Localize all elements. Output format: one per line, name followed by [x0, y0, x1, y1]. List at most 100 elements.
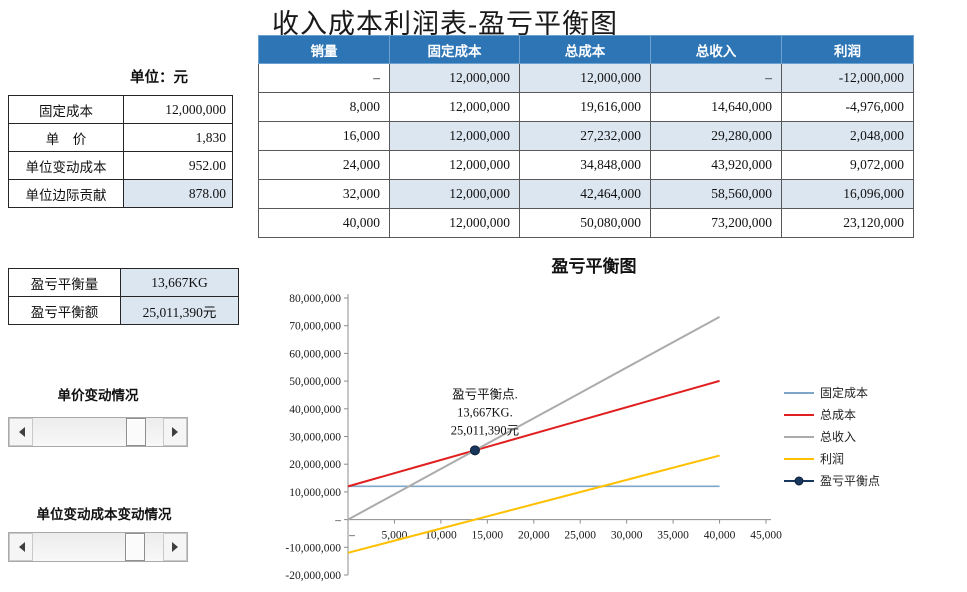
scroll-right-button[interactable] — [163, 533, 187, 561]
series-line-总收入 — [347, 315, 721, 521]
column-header: 固定成本 — [389, 35, 520, 64]
scrollbar-track[interactable] — [33, 533, 163, 561]
table-row: 16,000 12,000,000 27,232,000 29,280,000 2,04… — [258, 121, 914, 151]
legend-label[interactable]: 总收入 — [820, 430, 856, 444]
scrollbar-thumb[interactable] — [126, 418, 146, 446]
breakeven-label: 盈亏平衡量 — [8, 268, 121, 297]
table-row: 40,000 12,000,000 50,080,000 73,200,000 23,1… — [258, 208, 914, 238]
y-axis-tick-label: 30,000,000 — [289, 432, 341, 444]
table-row: –12,000,000 12,000,000– -12,000,000 — [258, 63, 914, 93]
price-scrollbar[interactable] — [8, 417, 188, 447]
chart-title: 盈亏平衡图 — [551, 257, 637, 276]
table-cell: 12,000,000 — [389, 150, 520, 180]
arrow-left-icon — [14, 542, 25, 552]
breakeven-annotation: 盈亏平衡点. — [452, 387, 518, 401]
arrow-right-icon — [171, 542, 183, 552]
param-row: 单 价 1,830 — [8, 123, 233, 152]
param-row: 固定成本 12,000,000 — [8, 95, 233, 124]
table-cell: 73,200,000 — [650, 208, 782, 238]
breakeven-row: 盈亏平衡量 13,667KG — [8, 268, 239, 297]
param-value[interactable]: 878.00 — [123, 179, 233, 208]
table-cell: 34,848,000 — [519, 150, 651, 180]
table-cell: 12,000,000 — [389, 92, 520, 122]
table-cell: 12,000,000 — [519, 63, 651, 93]
table-cell: 24,000 — [258, 150, 390, 180]
y-axis-tick-label: – — [334, 515, 341, 527]
series-line-总成本 — [347, 379, 720, 488]
legend-label[interactable]: 利润 — [820, 452, 844, 466]
table-row: 24,000 12,000,000 34,848,000 43,920,000 9,07… — [258, 150, 914, 180]
x-axis-tick-label: – — [348, 530, 355, 542]
legend-label[interactable]: 总成本 — [820, 408, 856, 422]
table-cell: 32,000 — [258, 179, 390, 209]
breakeven-value: 25,011,390元 — [120, 296, 239, 325]
table-cell: 9,072,000 — [781, 150, 914, 180]
breakeven-chart: 80,000,000 70,000,000 60,000,000 50,000,000… — [285, 293, 880, 582]
table-cell: 19,616,000 — [519, 92, 651, 122]
y-axis-tick-label: 80,000,000 — [289, 293, 341, 305]
breakeven-label: 盈亏平衡额 — [8, 296, 121, 325]
param-value[interactable]: 952.00 — [123, 151, 233, 180]
scroll-left-button[interactable] — [9, 533, 33, 561]
legend-label[interactable]: 盈亏平衡点 — [820, 474, 880, 488]
column-header: 销量 — [258, 35, 390, 64]
x-axis-tick-label: 40,000 — [704, 530, 736, 542]
x-axis-tick-label: 30,000 — [611, 530, 643, 542]
param-label: 单位边际贡献 — [8, 179, 124, 208]
scrollbar-track[interactable] — [33, 418, 163, 446]
breakeven-table: 盈亏平衡量 13,667KG 盈亏平衡额 25,011,390元 — [8, 268, 239, 325]
profit-table: 销量 固定成本 总成本 总收入 利润 –12,000,000 12,000,000– -12… — [258, 35, 914, 238]
table-cell: 12,000,000 — [389, 63, 520, 93]
scroll-right-button[interactable] — [163, 418, 187, 446]
table-row: 32,000 12,000,000 42,464,000 58,560,000 16,0… — [258, 179, 914, 209]
table-cell: 27,232,000 — [519, 121, 651, 151]
x-axis-tick-label: 35,000 — [657, 530, 689, 542]
y-axis-tick-label: 70,000,000 — [289, 321, 341, 333]
column-header: 利润 — [781, 35, 914, 64]
param-label: 单位变动成本 — [8, 151, 124, 180]
cost-scroll-label: 单位变动成本变动情况 — [36, 507, 172, 522]
table-cell: 12,000,000 — [389, 208, 520, 238]
table-cell: 16,096,000 — [781, 179, 914, 209]
y-axis-tick-label: 60,000,000 — [289, 348, 341, 360]
arrow-right-icon — [171, 427, 183, 437]
table-cell: 14,640,000 — [650, 92, 782, 122]
table-cell: 16,000 — [258, 121, 390, 151]
column-header: 总收入 — [650, 35, 782, 64]
scrollbar-thumb[interactable] — [125, 533, 145, 561]
param-label: 固定成本 — [8, 95, 124, 124]
price-scroll-label: 单价变动情况 — [57, 388, 139, 403]
cost-scrollbar[interactable] — [8, 532, 188, 562]
table-cell: 8,000 — [258, 92, 390, 122]
table-cell: 12,000,000 — [389, 179, 520, 209]
scroll-left-button[interactable] — [9, 418, 33, 446]
table-cell: -12,000,000 — [781, 63, 914, 93]
y-axis-tick-label: -20,000,000 — [285, 570, 341, 582]
arrow-left-icon — [14, 427, 25, 437]
param-value[interactable]: 12,000,000 — [123, 95, 233, 124]
y-axis-tick-label: -10,000,000 — [285, 542, 341, 554]
param-row: 单位边际贡献 878.00 — [8, 179, 233, 208]
table-cell: 42,464,000 — [519, 179, 651, 209]
table-cell: -4,976,000 — [781, 92, 914, 122]
legend-marker — [794, 476, 804, 486]
table-cell: 43,920,000 — [650, 150, 782, 180]
param-label: 单 价 — [8, 123, 124, 152]
unit-label: 单位：元 — [130, 70, 188, 86]
y-axis-tick-label: 50,000,000 — [289, 376, 341, 388]
table-cell: 12,000,000 — [389, 121, 520, 151]
breakeven-annotation: 25,011,390元 — [451, 423, 519, 437]
breakeven-value: 13,667KG — [120, 268, 239, 297]
param-value[interactable]: 1,830 — [123, 123, 233, 152]
table-row: 8,000 12,000,000 19,616,000 14,640,000 -4,97… — [258, 92, 914, 122]
param-row: 单位变动成本 952.00 — [8, 151, 233, 180]
y-axis-tick-label: 10,000,000 — [289, 487, 341, 499]
legend-label[interactable]: 固定成本 — [820, 385, 868, 400]
x-axis-tick-label: 25,000 — [564, 530, 596, 542]
table-cell: 50,080,000 — [519, 208, 651, 238]
table-cell: – — [258, 63, 390, 93]
x-axis-tick-label: 15,000 — [472, 530, 504, 542]
table-cell: – — [650, 63, 782, 93]
table-cell: 2,048,000 — [781, 121, 914, 151]
series-line-利润 — [347, 454, 720, 554]
